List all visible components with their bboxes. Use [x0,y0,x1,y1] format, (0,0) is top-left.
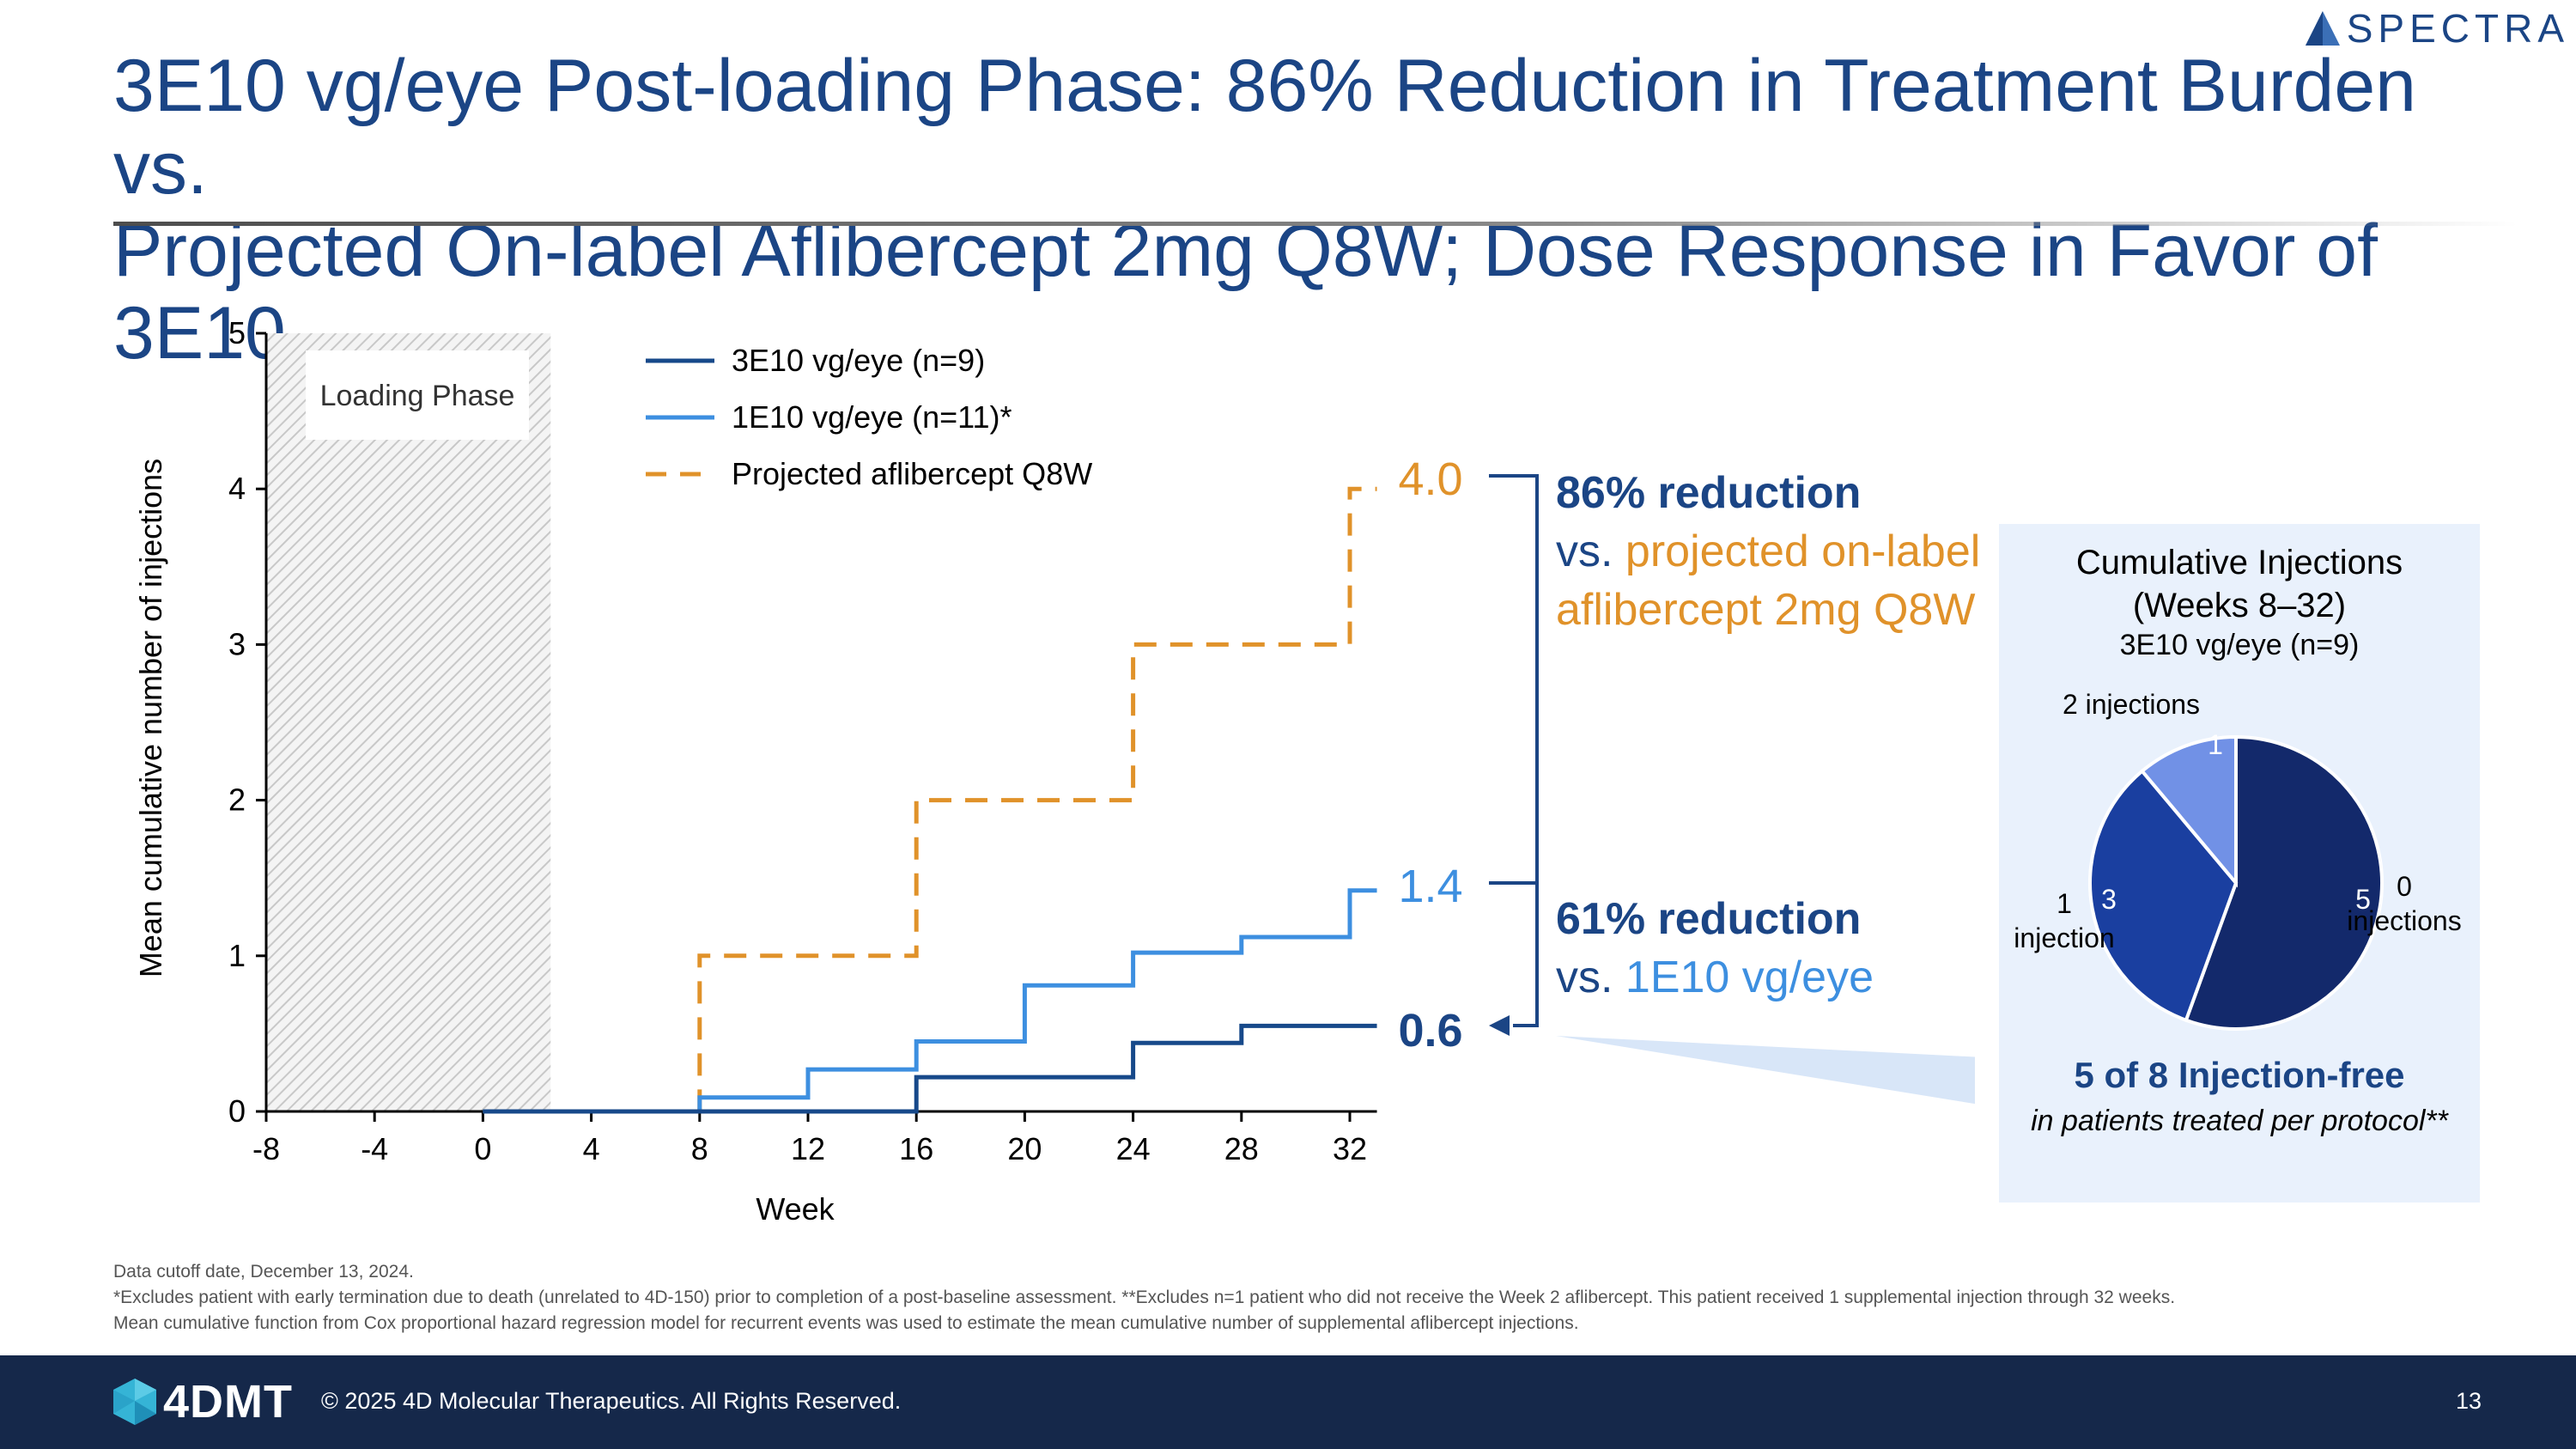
pie-label-one-number: 1 [2057,888,2072,919]
legend-entry: 1E10 vg/eye (n=11)* [732,399,1012,435]
footnote-1: Data cutoff date, December 13, 2024. [113,1262,414,1282]
pie-label-zero-number: 0 [2397,871,2412,902]
title-divider [113,222,2518,226]
pie-label-two: 2 injections [2063,689,2200,720]
title-line-1: 3E10 vg/eye Post-loading Phase: 86% Redu… [113,45,2416,210]
pie-value-label: 5 [2355,884,2371,915]
x-tick-label: -4 [361,1131,388,1166]
pie-title-line-2: (Weeks 8–32) [2132,587,2347,624]
pie-slice [2088,768,2239,1023]
x-tick-label: 4 [583,1131,600,1166]
injection-free-headline: 5 of 8 Injection-free [2074,1055,2405,1095]
chart-series [483,486,1377,1114]
x-tick-label: 0 [474,1131,491,1166]
pie-panel: Cumulative Injections (Weeks 8–32) 3E10 … [1999,524,2480,1202]
callout-86-reduction: 86% reduction vs. projected on-label afl… [1556,464,2002,639]
x-tick-label: 8 [691,1131,708,1166]
loading-phase-label-box [306,350,529,440]
pie-value-label: 3 [2101,884,2117,915]
pie-label-zero-text: injections [2347,905,2461,936]
spectra-triangle-icon [2305,11,2340,46]
pie-slice [2139,734,2238,888]
pie-value-label: 1 [2208,729,2223,760]
x-tick-label: 16 [899,1131,933,1166]
spectra-logo-text: SPECTRA [2346,6,2569,51]
end-value-label: 0.6 [1398,1005,1462,1056]
spectra-logo: SPECTRA [2304,5,2569,52]
callout-86-comparator: projected on-label aflibercept 2mg Q8W [1556,527,1981,635]
4dmt-hexagon-icon [113,1379,156,1425]
callout-61-comparator: 1E10 vg/eye [1625,953,1874,1002]
callout-61-headline: 61% reduction [1556,894,1862,944]
y-tick-label: 1 [228,938,246,973]
x-axis-label: Week [756,1191,835,1227]
injection-free-note: in patients treated per protocol** [2031,1105,2448,1137]
x-tick-label: 32 [1333,1131,1367,1166]
x-tick-label: 28 [1224,1131,1259,1166]
callout-86-headline: 86% reduction [1556,468,1862,518]
end-value-label: 1.4 [1398,861,1462,912]
x-tick-label: 24 [1116,1131,1151,1166]
pie-chart: 531 2 injections 1 injection 0 injection… [2014,689,2462,1031]
legend-entry: 3E10 vg/eye (n=9) [732,343,985,378]
pie-subtitle: 3E10 vg/eye (n=9) [2119,629,2360,661]
series-line-0 [483,1023,1377,1114]
footer-logo: 4DMT [112,1376,293,1428]
y-tick-label: 4 [228,471,246,506]
x-tick-label: 20 [1007,1131,1042,1166]
loading-phase-region [266,333,551,1111]
pie-title-line-1: Cumulative Injections [2075,544,2403,581]
callout-61-vs: vs. [1556,953,1613,1002]
footnote-3: Mean cumulative function from Cox propor… [113,1313,1579,1333]
y-tick-label: 0 [228,1093,246,1129]
footnotes: Data cutoff date, December 13, 2024. *Ex… [113,1259,2535,1336]
y-axis-label: Mean cumulative number of injections [133,459,168,977]
series-line-1 [483,888,1377,1114]
x-tick-label: -8 [252,1131,280,1166]
page-number: 13 [2455,1388,2482,1414]
end-value-label: 4.0 [1398,454,1462,505]
bracket-arrow-icon [1489,1015,1510,1036]
bracket-86 [1489,474,1539,1027]
4dmt-logo-text: 4DMT [163,1376,293,1428]
pie-title: Cumulative Injections (Weeks 8–32) [1999,541,2480,627]
chart-legend: 3E10 vg/eye (n=9) 1E10 vg/eye (n=11)* Proj… [646,343,1092,491]
footnote-2: *Excludes patient with early termination… [113,1288,2176,1307]
y-tick-label: 3 [228,626,246,661]
callout-wedge [1556,1036,1975,1105]
loading-phase-label: Loading Phase [320,380,515,412]
x-tick-label: 12 [791,1131,825,1166]
copyright: © 2025 4D Molecular Therapeutics. All Ri… [321,1388,902,1414]
pie-label-one-text: injection [2014,922,2114,953]
footer-bar: 4DMT © 2025 4D Molecular Therapeutics. A… [0,1355,2576,1449]
callout-86-vs: vs. [1556,527,1613,576]
pie-slice [2184,734,2384,1031]
chart-end-labels: 4.0 1.4 0.6 [1398,454,1462,1056]
pie-slices: 5 3 1 [2088,729,2384,1031]
y-tick-label: 5 [228,315,246,350]
series-line-2 [483,486,1377,1114]
y-tick-label: 2 [228,782,246,818]
legend-entry: Projected aflibercept Q8W [732,456,1092,491]
callout-61-reduction: 61% reduction vs. 1E10 vg/eye [1556,890,2002,1007]
